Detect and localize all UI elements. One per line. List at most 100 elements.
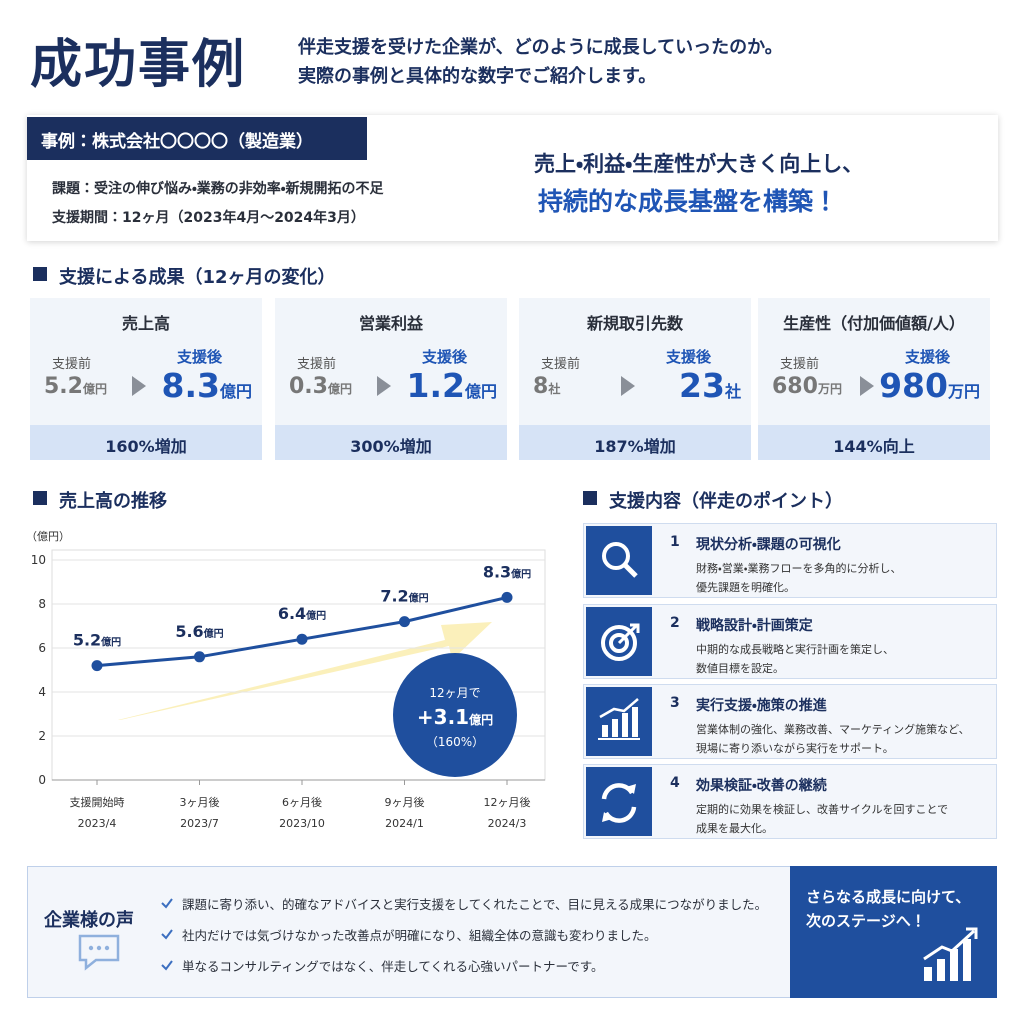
data-label-unit: 億円 [305, 609, 326, 622]
chat-icon [78, 934, 120, 971]
after-label: 支援後 [176, 348, 222, 366]
y-axis-label: （億円） [26, 530, 70, 543]
trend-arrow [118, 622, 492, 720]
value: 5.2 [44, 374, 83, 399]
result-card: 営業利益 支援前 支援後 0.3億円 1.2億円 300%増加 [275, 298, 507, 460]
data-label-unit: 億円 [203, 627, 224, 640]
support-text: 中期的な成長戦略と実行計画を策定し、 [696, 643, 894, 656]
arrow [132, 376, 146, 396]
unit: 億円 [219, 382, 252, 401]
result-card: 売上高 支援前 支援後 5.2億円 8.3億円 160%増加 [30, 298, 262, 460]
change: 187%増加 [519, 425, 751, 460]
y-tick-label: 0 [38, 773, 46, 787]
x-tick-date: 2023/7 [180, 817, 219, 830]
support-number: 4 [670, 775, 680, 791]
arrow [860, 376, 874, 396]
lead: 伴走支援を受けた企業が、どのように成長していったのか。 [298, 37, 783, 58]
support-icon [586, 607, 652, 676]
lead: 実際の事例と具体的な数字でご紹介します。 [298, 66, 657, 87]
value: 1.2 [406, 366, 465, 405]
after-value: 980万円 [879, 366, 980, 405]
support-item: 2 戦略設計・計画策定 中期的な成長戦略と実行計画を策定し、 数値目標を設定。 [583, 604, 997, 679]
section-heading: 支援による成果（12ヶ月の変化） [33, 263, 336, 289]
support-text: 優先課題を明確化。 [696, 581, 795, 594]
support-text: 数値目標を設定。 [696, 662, 784, 675]
check-icon [161, 898, 173, 909]
section-heading: 支援内容（伴走のポイント） [583, 487, 843, 513]
result-card: 新規取引先数 支援前 支援後 8社 23社 187%増加 [519, 298, 751, 460]
unit: 社 [724, 382, 741, 401]
data-label: 5.2億円 [73, 631, 121, 650]
before-value: 5.2億円 [44, 374, 107, 399]
annotation-value: +3.1億円 [417, 705, 493, 729]
data-label-unit: 億円 [100, 636, 121, 649]
x-tick-date: 2024/1 [385, 817, 424, 830]
support-item: 3 実行支援・施策の推進 営業体制の強化、業務改善、マーケティング施策など、 現場に寄… [583, 684, 997, 759]
icon [598, 698, 640, 740]
cta-text: さらなる成長に向けて、 [806, 888, 971, 906]
after-value: 1.2億円 [407, 366, 497, 405]
after-label: 支援後 [904, 348, 950, 366]
card-title: 売上高 [121, 314, 170, 333]
card-title: 営業利益 [358, 314, 423, 333]
before-label: 支援前 [541, 357, 581, 372]
support-text: 成果を最大化。 [696, 822, 773, 835]
support-title: 効果検証・改善の継続 [696, 778, 827, 794]
line-chart: （億円） 0 2 4 6 8 10 支援開始時 2023/4 3ヶ月後 2023/7 6ヶ月後 2023… [26, 530, 546, 830]
unit: 億円 [82, 382, 107, 396]
annotation-unit: 億円 [468, 712, 493, 727]
comment: 社内だけでは気づけなかった改善点が明確になり、組織全体の意識も変わりました。 [182, 928, 657, 943]
change: 300%増加 [275, 425, 507, 460]
data-label: 7.2億円 [380, 587, 428, 606]
support-number: 1 [670, 534, 680, 550]
y-tick-label: 2 [38, 729, 46, 743]
data-label-value: 5.2 [73, 631, 101, 650]
support-icon [586, 526, 652, 595]
y-tick-label: 10 [31, 553, 46, 567]
icon [601, 783, 637, 823]
arrow [621, 376, 635, 396]
support-text: 定期的に効果を検証し、改善サイクルを回すことで [696, 803, 949, 816]
data-label-value: 7.2 [380, 587, 408, 606]
after-label: 支援後 [421, 348, 467, 366]
x-tick-date: 2023/10 [279, 817, 325, 830]
data-label-unit: 億円 [510, 567, 531, 580]
change: 144%向上 [758, 425, 990, 460]
annotation-top: 12ヶ月で [429, 686, 480, 700]
before-label: 支援前 [52, 357, 92, 372]
point [399, 616, 410, 628]
data-label: 8.3億円 [483, 562, 531, 581]
unit: 億円 [464, 382, 497, 401]
support-title: 現状分析・課題の可視化 [696, 537, 841, 553]
support-text: 現場に寄り添いながら実行をサポート。 [696, 742, 894, 755]
before-label: 支援前 [780, 357, 820, 372]
y-tick-label: 4 [38, 685, 46, 699]
card-title: 生産性（付加価値額/人） [783, 314, 965, 333]
value: 23 [679, 366, 725, 405]
support-number: 3 [670, 695, 680, 711]
value: 8 [533, 374, 549, 399]
support-text: 財務・営業・業務フローを多角的に分析し、 [696, 562, 902, 575]
icon [601, 623, 640, 661]
cta-box [790, 866, 997, 998]
annotation-value: +3.1 [417, 705, 469, 729]
x-tick-date: 2023/4 [78, 817, 117, 830]
x-tick-label: 12ヶ月後 [484, 795, 531, 809]
headline-emphasis: 持続的な成長基盤を構築！ [538, 187, 839, 216]
support-icon [586, 767, 652, 836]
support-text: 営業体制の強化、業務改善、マーケティング施策など、 [696, 723, 970, 736]
support-icon [586, 687, 652, 756]
unit: 億円 [327, 382, 352, 396]
voice-label: 企業様の声 [44, 910, 134, 931]
case-issue: 課題：受注の伸び悩み・業務の非効率・新規開拓の不足 [52, 181, 384, 197]
card-title: 新規取引先数 [586, 314, 683, 333]
data-label-value: 8.3 [483, 562, 511, 581]
data-label-value: 6.4 [278, 604, 306, 623]
before-label: 支援前 [297, 357, 337, 372]
before-value: 0.3億円 [289, 374, 352, 399]
after-value: 8.3億円 [162, 366, 252, 405]
x-tick-label: 6ヶ月後 [282, 795, 322, 809]
value: 980 [879, 366, 948, 405]
change: 160%増加 [30, 425, 262, 460]
x-tick-label: 支援開始時 [70, 795, 125, 809]
